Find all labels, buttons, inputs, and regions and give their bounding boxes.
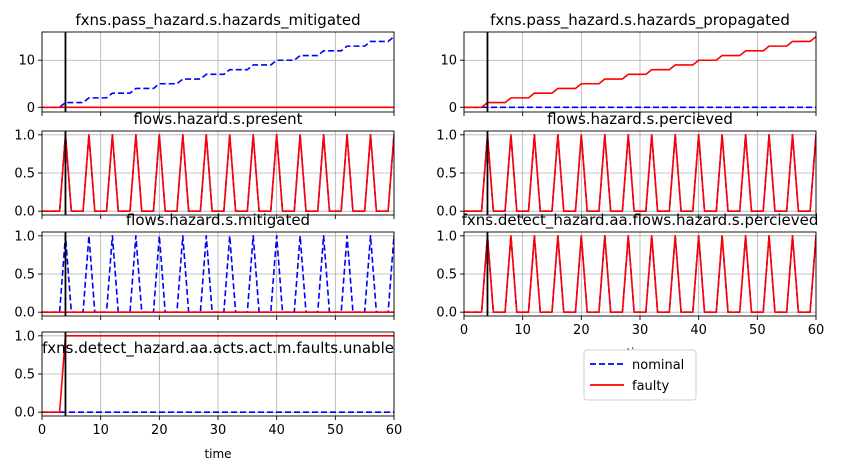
- subplot-hazard-percieved: 0.0 0.5 1.0 flows.hazard.s.percieved: [436, 110, 817, 220]
- series-group: [42, 36, 394, 109]
- subplot-hazards-mitigated: 0 10 fxns.pass_hazard.s.hazards_mitigated: [18, 11, 395, 116]
- x-tick-label: 30: [210, 423, 227, 438]
- x-tick-label: 60: [386, 423, 403, 438]
- x-axis-label: time: [204, 447, 231, 461]
- subplot-detect-hazard-percieved: 0.0 0.5 1.0 0 10 20 30 40 50 60 fxns.detect_hazard…: [436, 211, 824, 360]
- series-group: [42, 134, 394, 212]
- series-line-faulty: [464, 36, 816, 109]
- series-line-nominal: [42, 235, 394, 313]
- y-tick-label: 1.0: [14, 329, 35, 344]
- subplot-title: fxns.detect_hazard.aa.acts.act.m.faults.…: [42, 339, 394, 358]
- legend-frame: [583, 349, 697, 401]
- subplot-hazards-propagated: 0 10 fxns.pass_hazard.s.hazards_propagated: [440, 11, 817, 116]
- series-line-faulty: [464, 235, 816, 313]
- subplot-title: fxns.pass_hazard.s.hazards_mitigated: [75, 11, 360, 30]
- series-group: [42, 335, 394, 413]
- y-tick-label: 0.5: [14, 268, 35, 283]
- subplot-title: flows.hazard.s.percieved: [547, 110, 733, 128]
- series-group: [42, 235, 394, 313]
- subplot-title: flows.hazard.s.mitigated: [126, 211, 310, 229]
- x-tick-label: 30: [632, 323, 649, 338]
- y-tick-label: 0.5: [436, 268, 457, 283]
- y-tick-label: 10: [440, 54, 457, 69]
- series-group: [464, 235, 816, 313]
- x-tick-label: 20: [151, 423, 168, 438]
- x-tick-label: 10: [514, 323, 531, 338]
- x-tick-label: 0: [38, 423, 46, 438]
- y-tick-label: 1.0: [436, 229, 457, 244]
- subplot-title: fxns.pass_hazard.s.hazards_propagated: [490, 11, 790, 30]
- y-tick-label: 0: [27, 101, 35, 116]
- y-tick-label: 0.0: [14, 406, 35, 421]
- y-tick-label: 0.5: [436, 167, 457, 182]
- x-tick-label: 20: [573, 323, 590, 338]
- series-line-faulty: [464, 134, 816, 212]
- x-tick-label: 60: [808, 323, 825, 338]
- y-tick-label: 0.0: [436, 306, 457, 321]
- y-tick-label: 1.0: [14, 128, 35, 143]
- series-line-faulty: [42, 134, 394, 212]
- subplot-hazard-mitigated: 0.0 0.5 1.0 flows.hazard.s.mitigated: [14, 211, 395, 321]
- x-tick-label: 0: [460, 323, 468, 338]
- series-line-faulty: [42, 335, 394, 413]
- legend-nominal-label: nominal: [632, 358, 684, 373]
- legend-faulty-label: faulty: [632, 379, 669, 394]
- y-tick-label: 10: [18, 54, 35, 69]
- x-tick-label: 50: [327, 423, 344, 438]
- y-tick-label: 0.0: [436, 205, 457, 220]
- series-group: [464, 134, 816, 212]
- y-tick-label: 1.0: [14, 229, 35, 244]
- subplot-title: flows.hazard.s.present: [133, 110, 302, 128]
- x-tick-label: 50: [749, 323, 766, 338]
- y-tick-label: 0.5: [14, 368, 35, 383]
- x-tick-label: 40: [690, 323, 707, 338]
- y-tick-label: 0.5: [14, 167, 35, 182]
- subplot-title: fxns.detect_hazard.aa.flows.hazard.s.per…: [462, 211, 819, 230]
- y-tick-label: 1.0: [436, 128, 457, 143]
- series-group: [464, 36, 816, 109]
- x-tick-label: 40: [268, 423, 285, 438]
- y-tick-label: 0.0: [14, 205, 35, 220]
- y-tick-label: 0.0: [14, 306, 35, 321]
- subplot-detect-hazard-unable: 0.0 0.5 1.0 0 10 20 30 40 50 60 fxns.detect_hazard…: [14, 329, 402, 461]
- subplot-hazard-present: 0.0 0.5 1.0 flows.hazard.s.present: [14, 110, 395, 220]
- legend: nominal faulty: [583, 349, 697, 401]
- series-line-nominal: [42, 36, 394, 109]
- x-tick-label: 10: [92, 423, 109, 438]
- y-tick-label: 0: [449, 101, 457, 116]
